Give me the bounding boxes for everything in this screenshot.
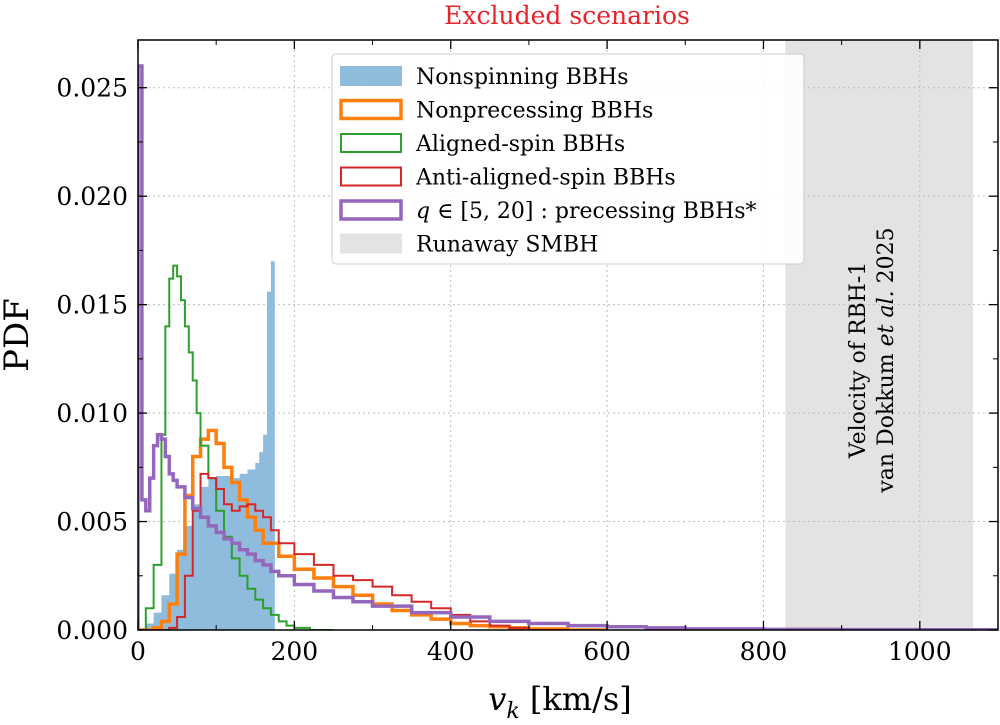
series-q-5-20-precessing-bbhs [138, 64, 998, 630]
x-tick-label: 1000 [888, 637, 952, 666]
x-tick-label: 600 [583, 637, 631, 666]
legend-swatch [340, 66, 402, 86]
legend-swatch [339, 98, 403, 121]
legend-label: Aligned-spin BBHs [415, 132, 625, 157]
series-aligned-spin-bbhs [138, 264, 334, 630]
legend-label: Nonspinning BBHs [416, 65, 629, 90]
legend-swatch [339, 199, 403, 221]
legend-swatch [340, 133, 402, 153]
runaway-smbh-band [785, 40, 973, 630]
legend-label: Runaway SMBH [416, 233, 598, 258]
plot-frame [137, 39, 999, 631]
y-tick-label: 0.010 [56, 399, 128, 428]
y-tick-label: 0.025 [56, 74, 128, 103]
x-tick-label: 800 [740, 637, 788, 666]
y-tick-label: 0.015 [56, 291, 128, 320]
y-tick-label: 0.020 [56, 182, 128, 211]
chart-title: Excluded scenarios [444, 1, 690, 30]
y-tick-label: 0.005 [56, 508, 128, 537]
x-tick-label: 400 [427, 637, 475, 666]
legend-swatch [340, 166, 402, 187]
band-annotation-line2: van Dokkum et al. 2025 [874, 227, 899, 493]
legend-label: Nonprecessing BBHs [416, 99, 653, 124]
plot-area: 0 200 400 600 800 1000 0.000 0.005 0.010 0.015 0.0… [56, 39, 999, 666]
y-axis-label: PDF [0, 298, 37, 372]
series-nonspinning-bbhs [138, 261, 275, 630]
band-annotation-line1: Velocity of RBH-1 [846, 262, 871, 460]
series-group [138, 64, 998, 630]
legend-label: q ∈ [5, 20] : precessing BBHs* [416, 199, 757, 224]
x-tick-label: 200 [271, 637, 319, 666]
y-tick-label: 0.000 [56, 616, 128, 645]
legend-label: Anti-aligned-spin BBHs [415, 166, 676, 191]
legend: Nonspinning BBHs Nonprecessing BBHs Aligne… [331, 53, 805, 265]
legend-swatch [340, 233, 402, 254]
x-tick-label: 0 [130, 637, 146, 666]
legend-box [331, 53, 805, 265]
x-axis-label: vk [km/s] [488, 680, 632, 724]
